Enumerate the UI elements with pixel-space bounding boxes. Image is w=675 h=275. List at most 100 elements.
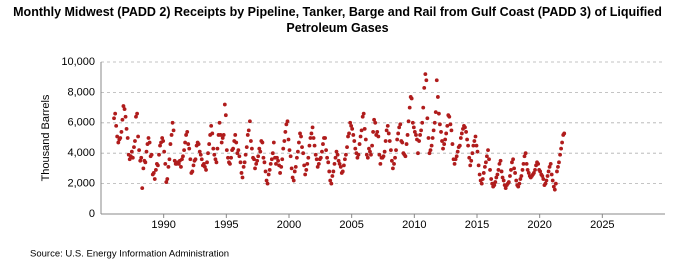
point <box>140 186 145 191</box>
point <box>435 95 440 99</box>
point <box>509 168 513 172</box>
point <box>396 131 401 136</box>
point <box>368 149 372 154</box>
point <box>176 161 181 166</box>
point <box>338 164 343 169</box>
point <box>245 133 250 137</box>
point <box>549 172 554 177</box>
y-axis-label: Thousand Barrels <box>40 94 52 181</box>
point <box>207 142 212 146</box>
point <box>158 143 162 148</box>
point <box>263 169 268 174</box>
point <box>560 140 565 145</box>
point <box>135 111 139 116</box>
point <box>324 148 328 153</box>
point <box>548 161 553 166</box>
x-tick-label: 2010 <box>402 219 426 231</box>
point <box>187 146 192 151</box>
point <box>440 139 444 143</box>
point <box>453 157 458 162</box>
point <box>348 120 353 125</box>
point <box>153 168 158 172</box>
point <box>330 174 335 178</box>
point <box>141 166 146 171</box>
point <box>556 164 560 169</box>
point <box>242 160 247 165</box>
point <box>253 166 257 171</box>
point <box>269 157 274 162</box>
point <box>357 142 362 146</box>
point <box>466 143 471 148</box>
point <box>533 168 537 172</box>
point <box>447 114 452 119</box>
point <box>284 122 289 127</box>
point <box>136 134 140 139</box>
point <box>442 142 447 146</box>
point <box>381 154 386 159</box>
point <box>470 151 475 156</box>
point <box>304 168 309 172</box>
point <box>420 120 425 125</box>
point <box>506 180 511 184</box>
point <box>547 164 552 169</box>
point <box>270 151 275 156</box>
point <box>371 130 375 134</box>
point <box>320 149 324 154</box>
point <box>231 146 236 151</box>
point <box>223 113 228 118</box>
point <box>426 136 431 140</box>
point <box>266 172 271 177</box>
y-tick-label: 4,000 <box>67 147 95 159</box>
point <box>147 140 152 145</box>
x-tick-label: 2020 <box>527 219 551 231</box>
point <box>257 146 262 151</box>
point <box>405 133 410 137</box>
point <box>480 177 485 181</box>
point <box>252 157 256 162</box>
point <box>487 157 491 162</box>
point <box>163 161 168 166</box>
point <box>526 171 531 175</box>
point <box>310 125 315 130</box>
point <box>543 181 548 186</box>
point <box>236 148 241 153</box>
point <box>525 168 530 172</box>
point <box>295 149 300 154</box>
point <box>467 155 472 160</box>
point <box>342 157 347 162</box>
point <box>392 161 396 166</box>
point <box>397 125 402 130</box>
point <box>552 187 557 192</box>
point <box>312 143 317 148</box>
y-tick-label: 6,000 <box>67 117 95 129</box>
point <box>220 136 225 140</box>
point <box>222 102 227 107</box>
point <box>209 123 214 128</box>
point <box>228 161 232 166</box>
point <box>414 133 418 137</box>
point <box>471 143 476 148</box>
point <box>165 177 170 181</box>
point <box>301 151 306 156</box>
point <box>431 128 436 133</box>
point <box>288 154 293 159</box>
point <box>421 105 426 110</box>
point <box>454 154 459 159</box>
point <box>429 143 434 148</box>
point <box>355 155 360 160</box>
point <box>393 155 397 160</box>
point <box>164 180 169 184</box>
point <box>423 72 428 77</box>
point <box>448 122 453 127</box>
point <box>385 123 390 128</box>
point <box>156 163 160 168</box>
point <box>290 175 295 180</box>
point <box>410 120 415 125</box>
point <box>508 174 512 178</box>
point <box>297 140 301 145</box>
point <box>389 158 394 163</box>
point <box>464 130 468 134</box>
point <box>345 145 349 150</box>
point <box>376 134 381 139</box>
point <box>115 134 120 139</box>
